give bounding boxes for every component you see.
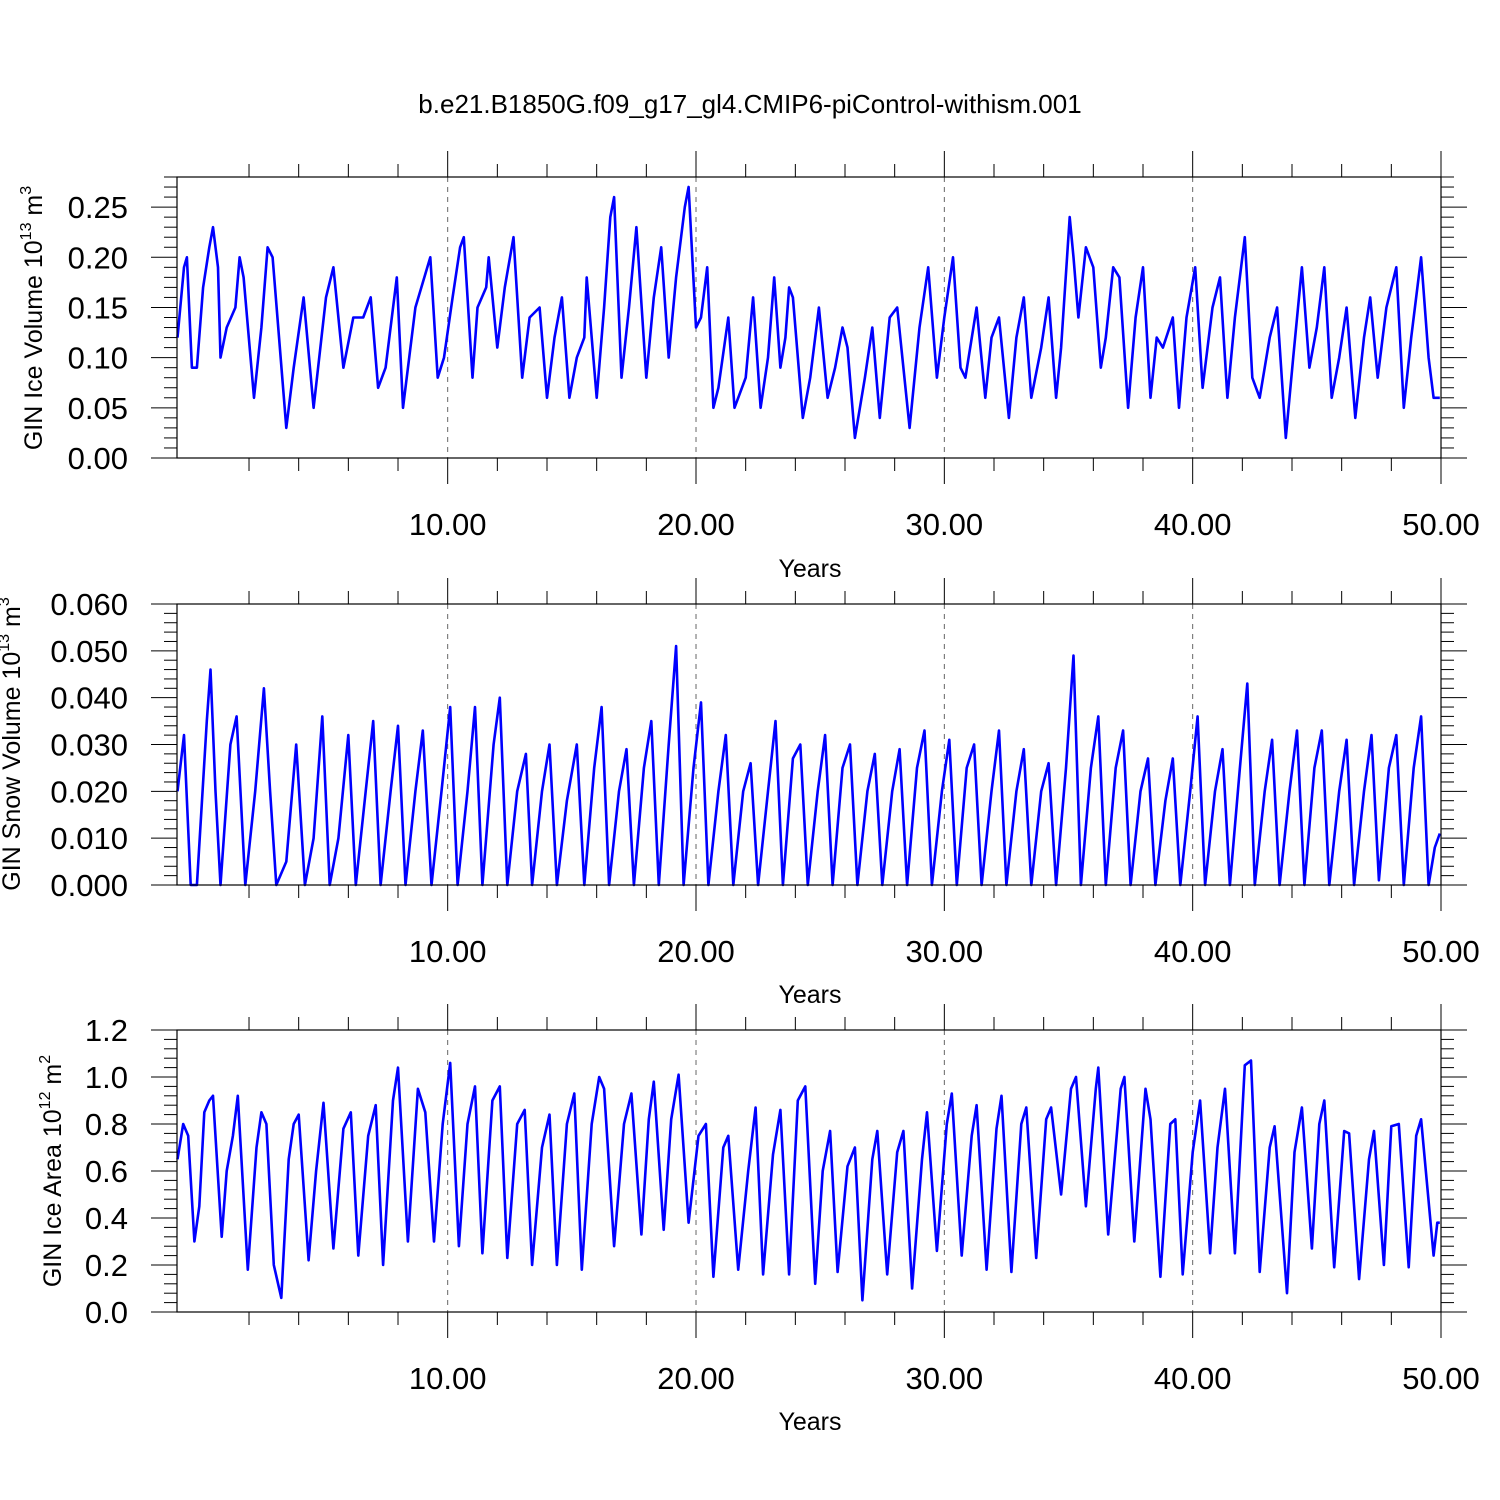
panel-ice-area-xtick-label: 40.00	[1154, 1361, 1232, 1396]
panel-ice-area-ytick-label: 0.2	[85, 1248, 128, 1283]
panel-ice-volume: GIN Ice Volume 1013 m3 Years 0.00 0.05 0.1…	[18, 151, 1480, 583]
panel-ice-volume-ytick-label: 0.00	[68, 441, 128, 476]
panel-ice-area: GIN Ice Area 1012 m2 Years 0.0 0.2 0.4 0.6 0…	[37, 1004, 1480, 1436]
panel-ice-volume-ytick-label: 0.05	[68, 391, 128, 426]
panel-snow-volume-xtick-label: 50.00	[1402, 934, 1480, 969]
panel-ice-volume-ytick-label: 0.10	[68, 341, 128, 376]
panel-ice-area-xtick-label: 20.00	[657, 1361, 735, 1396]
panel-snow-volume-xtick-label: 30.00	[906, 934, 984, 969]
panel-ice-volume-xtick-label: 50.00	[1402, 507, 1480, 542]
panel-ice-area-xtick-label: 50.00	[1402, 1361, 1480, 1396]
panel-snow-volume-ylabel: GIN Snow Volume 1013 m3	[0, 597, 26, 891]
panel-ice-area-xtick-label: 30.00	[906, 1361, 984, 1396]
panel-ice-area-xlabel: Years	[778, 1408, 841, 1436]
panel-ice-area-xtick-label: 10.00	[409, 1361, 487, 1396]
panel-snow-volume-ytick-label: 0.010	[50, 821, 128, 856]
panel-ice-volume-frame	[176, 176, 1442, 459]
panel-snow-volume-ytick-label: 0.050	[50, 634, 128, 669]
panel-ice-area-ytick-label: 0.6	[85, 1154, 128, 1189]
panel-snow-volume-xlabel: Years	[778, 981, 841, 1009]
panel-snow-volume-xtick-label: 20.00	[657, 934, 735, 969]
panel-ice-volume-xtick-label: 30.00	[906, 507, 984, 542]
panel-ice-volume-ytick-label: 0.20	[68, 240, 128, 275]
panel-ice-volume-series-line	[176, 185, 1440, 440]
panel-ice-area-ytick-label: 1.0	[85, 1060, 128, 1095]
panel-snow-volume: GIN Snow Volume 1013 m3 Years 0.000 0.010…	[0, 578, 1480, 1009]
panel-snow-volume-ytick-label: 0.030	[50, 728, 128, 763]
panel-snow-volume-ytick-label: 0.040	[50, 681, 128, 716]
panel-ice-volume-xtick-label: 10.00	[409, 507, 487, 542]
panel-snow-volume-frame	[176, 603, 1442, 886]
panel-ice-volume-xlabel: Years	[778, 555, 841, 583]
figure-title: b.e21.B1850G.f09_g17_gl4.CMIP6-piControl…	[418, 89, 1081, 119]
panel-ice-volume-ytick-label: 0.25	[68, 190, 128, 225]
panel-snow-volume-ytick-label: 0.000	[50, 868, 128, 903]
panel-ice-volume-xtick-label: 20.00	[657, 507, 735, 542]
panel-ice-volume-ylabel: GIN Ice Volume 1013 m3	[18, 186, 48, 450]
panel-ice-area-ytick-label: 0.8	[85, 1107, 128, 1142]
panel-ice-area-series-line	[176, 1059, 1440, 1302]
panel-ice-area-ytick-label: 0.0	[85, 1295, 128, 1330]
panel-snow-volume-ytick-label: 0.060	[50, 587, 128, 622]
panel-ice-volume-ytick-label: 0.15	[68, 290, 128, 325]
panel-snow-volume-xtick-label: 40.00	[1154, 934, 1232, 969]
panel-ice-volume-xtick-label: 40.00	[1154, 507, 1232, 542]
panel-ice-area-ytick-label: 1.2	[85, 1013, 128, 1048]
panel-ice-area-ytick-label: 0.4	[85, 1201, 128, 1236]
panel-snow-volume-ytick-label: 0.020	[50, 774, 128, 809]
panel-snow-volume-xtick-label: 10.00	[409, 934, 487, 969]
panel-ice-area-ylabel: GIN Ice Area 1012 m2	[37, 1055, 67, 1287]
panel-snow-volume-series-line	[176, 644, 1442, 887]
